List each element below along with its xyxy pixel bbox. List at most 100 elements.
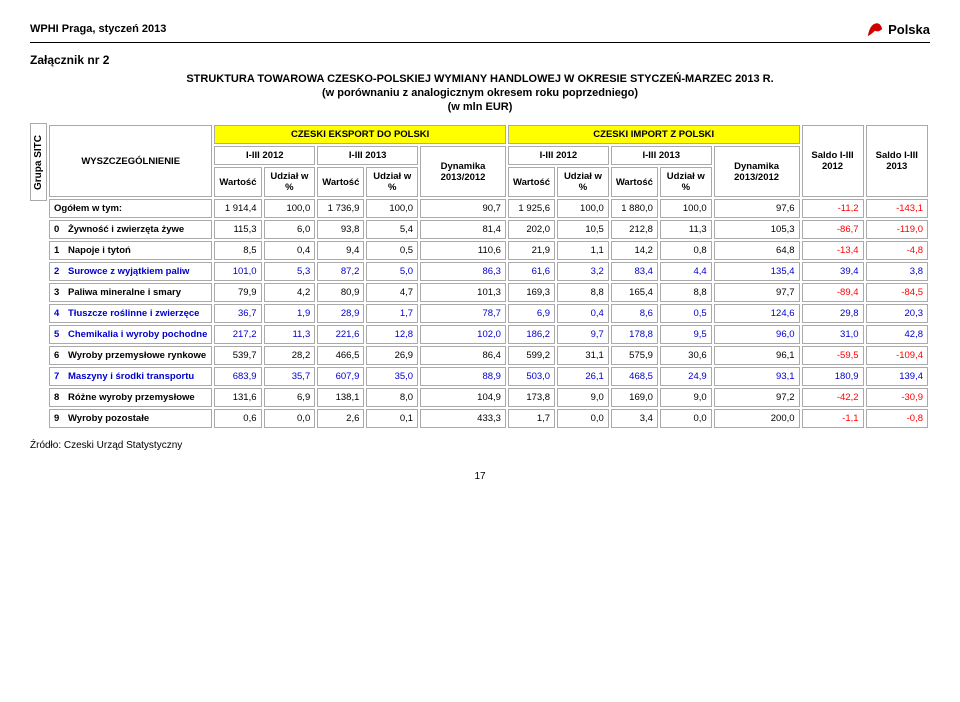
data-cell: 5,0 <box>366 262 418 281</box>
table-row: 6Wyroby przemysłowe rynkowe539,728,2466,… <box>49 346 928 365</box>
header-divider <box>30 42 930 43</box>
data-cell: 101,0 <box>214 262 261 281</box>
table-row: 0Żywność i zwierzęta żywe115,36,093,85,4… <box>49 220 928 239</box>
data-cell: 8,5 <box>214 241 261 260</box>
data-cell: 202,0 <box>508 220 555 239</box>
data-cell: 64,8 <box>714 241 800 260</box>
unit-label: (w mln EUR) <box>30 101 930 113</box>
table-row: 5Chemikalia i wyroby pochodne217,211,322… <box>49 325 928 344</box>
logo: Polska <box>866 20 930 38</box>
data-cell: 100,0 <box>264 199 316 218</box>
col-import: CZESKI IMPORT Z POLSKI <box>508 125 800 144</box>
table-body: Ogółem w tym:1 914,4100,01 736,9100,090,… <box>49 199 928 428</box>
data-cell: 8,8 <box>557 283 609 302</box>
data-cell: 3,2 <box>557 262 609 281</box>
data-cell: 9,0 <box>557 388 609 407</box>
row-label-cell: 2Surowce z wyjątkiem paliw <box>49 262 212 281</box>
data-cell: 96,1 <box>714 346 800 365</box>
data-cell: 200,0 <box>714 409 800 428</box>
data-cell: 39,4 <box>802 262 864 281</box>
col-e-dyn: Dynamika 2013/2012 <box>420 146 506 197</box>
col-e-2013: I-III 2013 <box>317 146 418 165</box>
table-row: 9Wyroby pozostałe0,60,02,60,1433,31,70,0… <box>49 409 928 428</box>
data-cell: 90,7 <box>420 199 506 218</box>
data-cell: 0,6 <box>214 409 261 428</box>
data-cell: -30,9 <box>866 388 928 407</box>
data-cell: 97,6 <box>714 199 800 218</box>
data-cell: 21,9 <box>508 241 555 260</box>
data-cell: 31,1 <box>557 346 609 365</box>
table-row: Ogółem w tym:1 914,4100,01 736,9100,090,… <box>49 199 928 218</box>
logo-text: Polska <box>888 22 930 37</box>
data-cell: -109,4 <box>866 346 928 365</box>
data-cell: -86,7 <box>802 220 864 239</box>
data-cell: 3,8 <box>866 262 928 281</box>
data-cell: 165,4 <box>611 283 658 302</box>
data-cell: 97,2 <box>714 388 800 407</box>
data-cell: 88,9 <box>420 367 506 386</box>
data-cell: 1 736,9 <box>317 199 364 218</box>
table-row: 4Tłuszcze roślinne i zwierzęce36,71,928,… <box>49 304 928 323</box>
data-cell: 42,8 <box>866 325 928 344</box>
data-cell: 61,6 <box>508 262 555 281</box>
data-cell: 1,7 <box>366 304 418 323</box>
data-cell: 466,5 <box>317 346 364 365</box>
data-cell: 28,9 <box>317 304 364 323</box>
data-cell: 8,6 <box>611 304 658 323</box>
page-subtitle: (w porównaniu z analogicznym okresem rok… <box>30 87 930 99</box>
data-cell: 28,2 <box>264 346 316 365</box>
data-cell: 8,8 <box>660 283 712 302</box>
data-cell: 93,1 <box>714 367 800 386</box>
col-i13-u: Udział w % <box>660 167 712 197</box>
data-cell: 102,0 <box>420 325 506 344</box>
data-cell: 575,9 <box>611 346 658 365</box>
col-i-2012: I-III 2012 <box>508 146 609 165</box>
data-cell: 0,0 <box>660 409 712 428</box>
data-cell: 5,3 <box>264 262 316 281</box>
data-cell: -0,8 <box>866 409 928 428</box>
row-label-cell: 6Wyroby przemysłowe rynkowe <box>49 346 212 365</box>
row-label-cell: 9Wyroby pozostałe <box>49 409 212 428</box>
data-cell: 87,2 <box>317 262 364 281</box>
data-cell: -119,0 <box>866 220 928 239</box>
data-cell: 6,9 <box>508 304 555 323</box>
data-cell: 0,5 <box>660 304 712 323</box>
data-cell: 169,0 <box>611 388 658 407</box>
data-cell: 110,6 <box>420 241 506 260</box>
data-cell: 100,0 <box>557 199 609 218</box>
row-label-cell: 1Napoje i tytoń <box>49 241 212 260</box>
data-cell: 4,2 <box>264 283 316 302</box>
col-eksport: CZESKI EKSPORT DO POLSKI <box>214 125 506 144</box>
data-cell: 9,7 <box>557 325 609 344</box>
data-cell: 124,6 <box>714 304 800 323</box>
data-cell: 468,5 <box>611 367 658 386</box>
data-cell: 20,3 <box>866 304 928 323</box>
col-i-dyn: Dynamika 2013/2012 <box>714 146 800 197</box>
header-left: WPHI Praga, styczeń 2013 <box>30 23 166 35</box>
data-cell: 97,7 <box>714 283 800 302</box>
data-cell: 35,7 <box>264 367 316 386</box>
data-cell: 9,4 <box>317 241 364 260</box>
table-head: WYSZCZEGÓLNIENIE CZESKI EKSPORT DO POLSK… <box>49 125 928 197</box>
data-cell: 100,0 <box>366 199 418 218</box>
data-cell: 0,0 <box>557 409 609 428</box>
data-cell: 212,8 <box>611 220 658 239</box>
data-cell: -11,2 <box>802 199 864 218</box>
data-cell: 3,4 <box>611 409 658 428</box>
col-saldo-2012: Saldo I-III 2012 <box>802 125 864 197</box>
data-cell: -143,1 <box>866 199 928 218</box>
data-cell: 96,0 <box>714 325 800 344</box>
data-cell: 78,7 <box>420 304 506 323</box>
data-cell: 5,4 <box>366 220 418 239</box>
row-label-cell: 3Paliwa mineralne i smary <box>49 283 212 302</box>
data-cell: 6,9 <box>264 388 316 407</box>
data-cell: 35,0 <box>366 367 418 386</box>
row-label-cell: 5Chemikalia i wyroby pochodne <box>49 325 212 344</box>
data-cell: 29,8 <box>802 304 864 323</box>
data-cell: 539,7 <box>214 346 261 365</box>
data-cell: 79,9 <box>214 283 261 302</box>
col-i12-w: Wartość <box>508 167 555 197</box>
data-cell: 36,7 <box>214 304 261 323</box>
data-cell: 138,1 <box>317 388 364 407</box>
data-cell: 131,6 <box>214 388 261 407</box>
